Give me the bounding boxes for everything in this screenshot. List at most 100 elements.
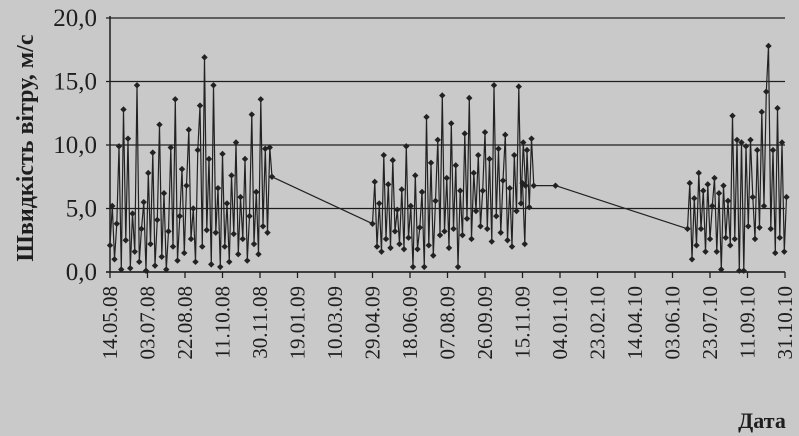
data-point-marker	[445, 244, 453, 252]
data-point-marker	[122, 237, 129, 244]
x-tick-label: 04.01.10	[548, 286, 572, 360]
data-point-marker	[439, 92, 446, 99]
data-point-marker	[136, 258, 143, 266]
data-point-marker	[120, 106, 127, 113]
data-point-marker	[747, 136, 754, 144]
data-point-marker	[226, 258, 233, 266]
x-tick-label: 14.04.10	[623, 286, 647, 360]
data-point-marker	[727, 242, 734, 249]
data-point-marker	[452, 162, 459, 169]
axis-layer	[106, 16, 786, 278]
x-tick-label: 03.06.10	[661, 286, 685, 360]
data-point-marker	[497, 229, 504, 236]
series-line-1	[109, 56, 527, 272]
x-tick-label: 30.11.08	[248, 286, 272, 359]
data-point-marker	[783, 193, 790, 201]
data-point-marker	[423, 113, 430, 121]
data-point-marker	[380, 151, 387, 159]
data-point-marker	[387, 244, 394, 252]
data-point-marker	[111, 256, 118, 263]
data-point-marker	[697, 225, 705, 233]
data-point-marker	[165, 228, 172, 235]
data-point-marker	[731, 235, 738, 243]
data-point-marker	[499, 177, 507, 184]
data-point-marker	[722, 234, 729, 241]
data-point-marker	[528, 135, 535, 142]
data-point-marker	[718, 266, 725, 273]
data-point-marker	[530, 182, 537, 189]
data-point-marker	[421, 263, 428, 271]
data-point-marker	[720, 182, 727, 189]
y-tick-label: 5,0	[66, 196, 97, 223]
data-point-marker	[268, 173, 276, 180]
data-point-marker	[201, 54, 208, 61]
x-tick-label: 03.07.08	[136, 286, 160, 360]
series-layer	[106, 42, 790, 274]
data-point-marker	[250, 240, 258, 248]
data-point-marker	[174, 257, 181, 264]
data-point-marker	[124, 135, 132, 142]
x-axis-label: Дата	[738, 408, 786, 433]
data-point-marker	[513, 207, 520, 215]
data-point-marker	[156, 121, 163, 128]
data-point-marker	[781, 248, 788, 255]
y-tick-label: 20,0	[53, 5, 97, 32]
data-point-marker	[457, 187, 464, 194]
data-point-marker	[763, 88, 770, 95]
data-point-marker	[376, 200, 383, 207]
data-point-marker	[127, 264, 134, 272]
data-point-marker	[490, 82, 498, 89]
data-point-marker	[484, 225, 491, 233]
data-point-marker	[248, 111, 255, 118]
data-point-marker	[223, 200, 231, 207]
series-line-2	[521, 45, 788, 272]
data-point-marker	[709, 202, 716, 210]
data-point-marker	[767, 225, 774, 233]
data-point-marker	[230, 230, 237, 238]
data-point-marker	[262, 145, 269, 153]
data-point-marker	[140, 198, 147, 206]
x-tick-label: 29.04.09	[361, 286, 385, 360]
grid-layer	[106, 17, 785, 273]
data-point-marker	[754, 146, 761, 154]
data-point-marker	[742, 143, 750, 150]
data-point-marker	[389, 157, 396, 164]
data-point-marker	[167, 144, 174, 151]
data-point-marker	[264, 229, 271, 236]
data-point-marker	[253, 188, 260, 196]
data-point-marker	[488, 238, 495, 245]
x-tick-label: 14.05.08	[98, 286, 122, 360]
data-point-marker	[745, 223, 752, 230]
data-point-marker	[409, 263, 417, 271]
data-point-marker	[477, 223, 484, 230]
data-point-marker	[181, 249, 188, 257]
data-point-marker	[495, 145, 502, 153]
data-point-marker	[472, 207, 480, 215]
data-point-marker	[257, 96, 264, 103]
data-point-marker	[740, 267, 747, 274]
data-point-marker	[190, 205, 197, 212]
data-point-marker	[396, 240, 403, 248]
data-point-marker	[526, 204, 533, 211]
data-point-marker	[369, 220, 376, 227]
data-point-marker	[736, 267, 743, 274]
data-point-marker	[147, 240, 154, 248]
data-point-marker	[394, 206, 401, 213]
data-point-marker	[765, 42, 772, 50]
data-point-marker	[713, 248, 720, 255]
data-point-marker	[432, 197, 439, 205]
data-point-marker	[185, 126, 192, 133]
data-point-marker	[686, 179, 693, 187]
data-point-marker	[515, 83, 522, 90]
data-point-marker	[208, 261, 215, 268]
y-tick-label: 15,0	[53, 69, 97, 96]
data-point-marker	[702, 248, 709, 255]
data-point-marker	[214, 184, 222, 192]
data-point-marker	[228, 172, 235, 179]
data-point-marker	[371, 178, 378, 186]
data-point-marker	[756, 224, 763, 231]
data-point-marker	[163, 266, 170, 273]
data-point-marker	[416, 224, 423, 231]
data-point-marker	[443, 174, 450, 182]
